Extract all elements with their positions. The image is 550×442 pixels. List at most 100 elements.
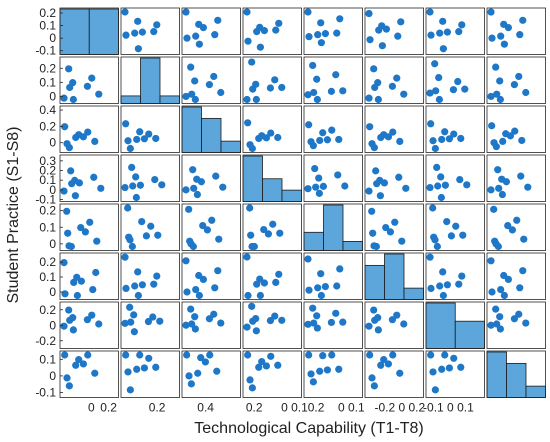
scatter-point [371,83,379,92]
scatter-point [336,15,344,23]
scatter-point [67,167,75,175]
scatter-point [65,306,73,314]
scatter-point [380,356,388,364]
matrix-cell-r3-c8 [486,105,546,153]
cell-frame [120,7,180,55]
scatter-point [435,73,443,82]
matrix-cell-r2-c3 [181,56,241,104]
x-tick-label: 0 0.10.2 [281,401,325,415]
scatter-point [244,119,252,127]
scatter-point [271,76,279,84]
scatter-point [205,315,214,323]
scatter-point [133,365,141,373]
scatter-point [182,321,190,329]
y-tick-label: 0.2 [39,119,56,133]
cell-frame [303,301,363,349]
cell-background [182,253,241,300]
scatter-point [60,187,68,195]
scatter-point [426,183,434,192]
scatter-point [436,29,444,37]
matrix-cell-r7-c5 [303,301,363,349]
scatter-point [336,265,344,273]
histogram-bar [59,8,90,55]
scatter-point [389,128,397,136]
cell-frame [425,7,485,55]
scatter-point [121,319,129,327]
scatter-point [65,65,73,73]
scatter-point [396,369,404,377]
scatter-point [153,21,161,29]
cell-frame [303,154,363,202]
cell-frame [364,154,424,202]
scatter-point [185,372,193,380]
y-tick-label: -0.1 [35,386,56,400]
cell-background [487,155,546,202]
scatter-point [274,133,282,142]
cell-frame [364,56,424,104]
cell-background [365,8,424,55]
scatter-point [516,284,524,292]
scatter-point [439,291,447,300]
scatter-point [366,351,374,359]
scatter-point [252,327,260,335]
scatter-point [366,36,374,44]
scatter-point [432,87,440,95]
scatter-point [244,37,252,45]
cell-frame [181,154,241,202]
x-tick-label: 0.2 [246,401,263,415]
scatter-point [495,184,503,192]
histogram-bar [425,302,456,349]
cell-frame [181,105,241,153]
scatter-point [140,135,148,143]
scatter-point [487,92,495,101]
cell-frame [486,105,546,153]
histogram-bar [140,57,161,104]
scatter-point [488,122,496,130]
matrix-cell-r6-c2 [120,252,180,300]
scatter-point [431,144,439,153]
scatter-point [437,173,445,181]
scatter-point [192,32,200,40]
scatter-point [309,61,317,70]
scatter-point [73,291,81,300]
scatter-point [382,25,390,33]
cell-frame [242,154,302,202]
histogram-bar [364,264,385,300]
cell-frame [425,301,485,349]
scatter-point [513,216,521,224]
scatter-point [304,320,312,328]
scatter-point [305,286,313,294]
scatter-point [395,173,403,181]
scatter-point [79,133,87,141]
histogram-bar [120,95,141,104]
cell-background [304,155,363,202]
y-tick-label: 0.2 [39,255,56,269]
scatter-point [368,374,376,382]
matrix-cell-r3-c7 [425,105,485,153]
scatter-point [278,316,286,324]
histogram-bar [281,189,302,202]
scatter-point [332,71,340,79]
histogram-bar [384,253,405,300]
matrix-cell-r6-c7 [425,252,485,300]
scatter-point [334,171,342,179]
scatter-point [439,17,447,25]
matrix-cell-r7-c6 [364,301,424,349]
scatter-point [396,137,404,146]
matrix-cell-r8-c3 [181,350,241,398]
scatter-point [333,29,341,37]
cell-background [487,8,546,55]
cell-frame [425,203,485,251]
scatter-point [217,319,225,327]
scatter-point [431,236,439,244]
cell-frame [486,350,546,398]
scatter-point [206,351,214,359]
scatter-point [500,291,508,300]
histogram-bar [486,351,507,398]
matrix-cell-r1-c1 [59,7,119,55]
scatter-point [248,302,256,310]
scatter-point [313,312,321,320]
scatter-point [182,186,190,194]
scatter-point [260,27,268,35]
scatter-point [210,72,218,81]
